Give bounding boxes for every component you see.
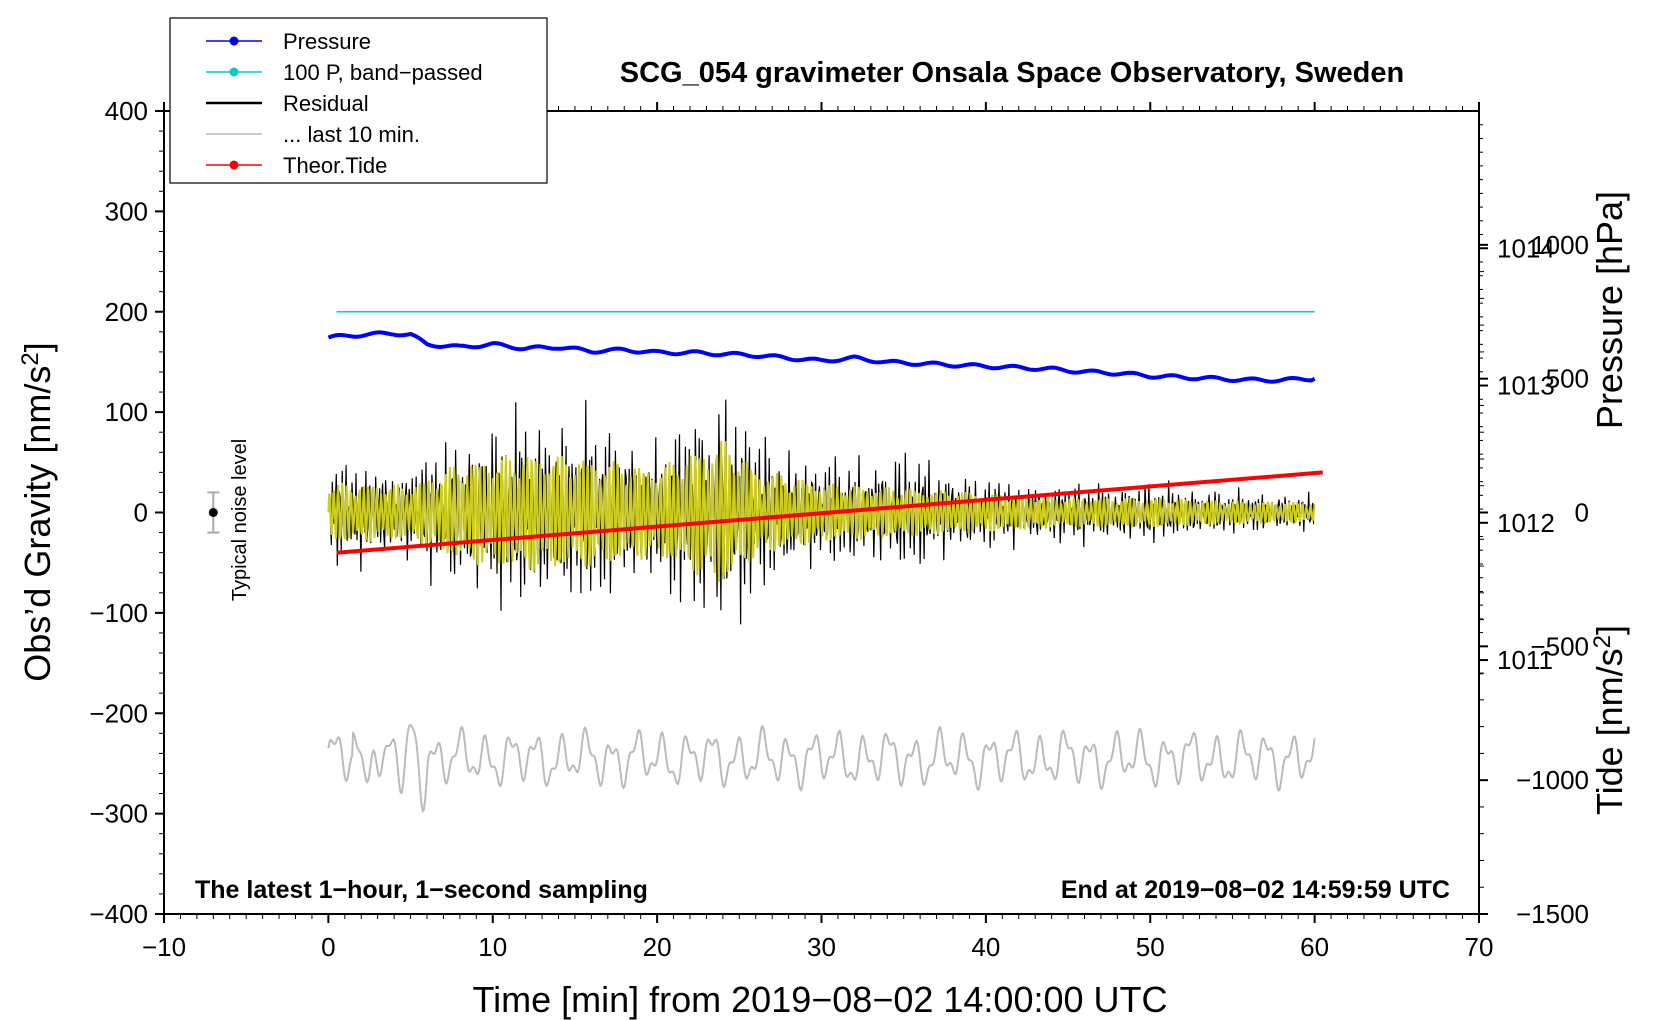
x-axis-ticks: −10 0 10 20 30 40 50 60 70 [142, 102, 1494, 962]
tide-axis-label-sup: 2 [1589, 635, 1616, 648]
y-tick-label: −100 [89, 598, 148, 628]
legend-label: 100 P, band−passed [283, 60, 483, 85]
y-tick-label: 200 [105, 297, 148, 327]
tide-tick-label: −1500 [1516, 899, 1589, 929]
x-tick-label: 20 [643, 932, 672, 962]
y-tick-label: 0 [134, 498, 148, 528]
legend-label: Theor.Tide [283, 153, 387, 178]
tide-axis-label-close: ] [1589, 625, 1630, 635]
pressure-line [327, 330, 1316, 384]
y-tick-label: 100 [105, 397, 148, 427]
band-passed-residual-line [327, 440, 1316, 582]
y-axis-ticks: 400 300 200 100 0 −100 −200 −300 −400 [89, 96, 164, 929]
legend-marker [229, 67, 239, 77]
tide-tick-label: 500 [1546, 364, 1589, 394]
tide-axis-ticks: 1000 500 0 −500 −1000 −1500 [1479, 230, 1589, 929]
last-10-min-line [327, 724, 1316, 814]
x-tick-label: 0 [321, 932, 335, 962]
y-tick-label: 300 [105, 196, 148, 226]
pressure-axis-ticks: 1014 1013 1012 1011 [1479, 124, 1555, 675]
y-axis-label-close: ] [17, 342, 58, 352]
legend-label: ... last 10 min. [283, 122, 420, 147]
y-axis-label: Obs’d Gravity [nm/s2] [17, 342, 58, 681]
y-axis-label-sup: 2 [17, 352, 44, 365]
theoretical-tide-line [336, 470, 1323, 555]
pressure-tick-label: 1013 [1497, 371, 1555, 401]
x-tick-label: 10 [478, 932, 507, 962]
series-layer [327, 311, 1323, 814]
x-tick-label: 70 [1465, 932, 1494, 962]
noise-point [208, 508, 218, 517]
x-tick-label: 40 [971, 932, 1000, 962]
legend-marker [229, 36, 239, 46]
noise-level-label: Typical noise level [229, 439, 251, 601]
x-axis-label: Time [min] from 2019−08−02 14:00:00 UTC [472, 979, 1167, 1020]
legend: Pressure 100 P, band−passed Residual ... la… [169, 17, 548, 184]
annotation-right: End at 2019−08−02 14:59:59 UTC [1061, 876, 1450, 904]
pressure-tick-label: 1014 [1497, 233, 1555, 263]
y-axis-label-base: Obs’d Gravity [nm/s [17, 366, 58, 682]
annotation-left: The latest 1−hour, 1−second sampling [195, 876, 648, 904]
tide-tick-label: −1000 [1516, 765, 1589, 795]
legend-marker [229, 160, 239, 170]
legend-box [169, 17, 548, 184]
tide-tick-label: 0 [1575, 498, 1589, 528]
pressure-tick-label: 1012 [1497, 508, 1555, 538]
noise-level-indicator [207, 491, 220, 534]
tide-tick-label: 1000 [1531, 230, 1589, 260]
pressure-tick-label: 1011 [1497, 645, 1553, 675]
legend-label: Pressure [283, 29, 371, 54]
x-tick-label: −10 [142, 932, 186, 962]
tide-axis-label-base: Tide [nm/s [1589, 648, 1630, 815]
tide-tick-label: −500 [1530, 631, 1589, 661]
y-tick-label: −400 [89, 899, 148, 929]
pressure-axis-label: Pressure [hPa] [1589, 191, 1630, 429]
y-tick-label: −200 [89, 698, 148, 728]
x-tick-label: 50 [1136, 932, 1165, 962]
legend-label: Residual [283, 91, 369, 116]
y-tick-label: 400 [105, 96, 148, 126]
x-tick-label: 60 [1300, 932, 1329, 962]
chart-title: SCG_054 gravimeter Onsala Space Observat… [620, 57, 1404, 89]
tide-axis-label: Tide [nm/s2] [1589, 625, 1630, 815]
x-tick-label: 30 [807, 932, 836, 962]
y-tick-label: −300 [89, 799, 148, 829]
